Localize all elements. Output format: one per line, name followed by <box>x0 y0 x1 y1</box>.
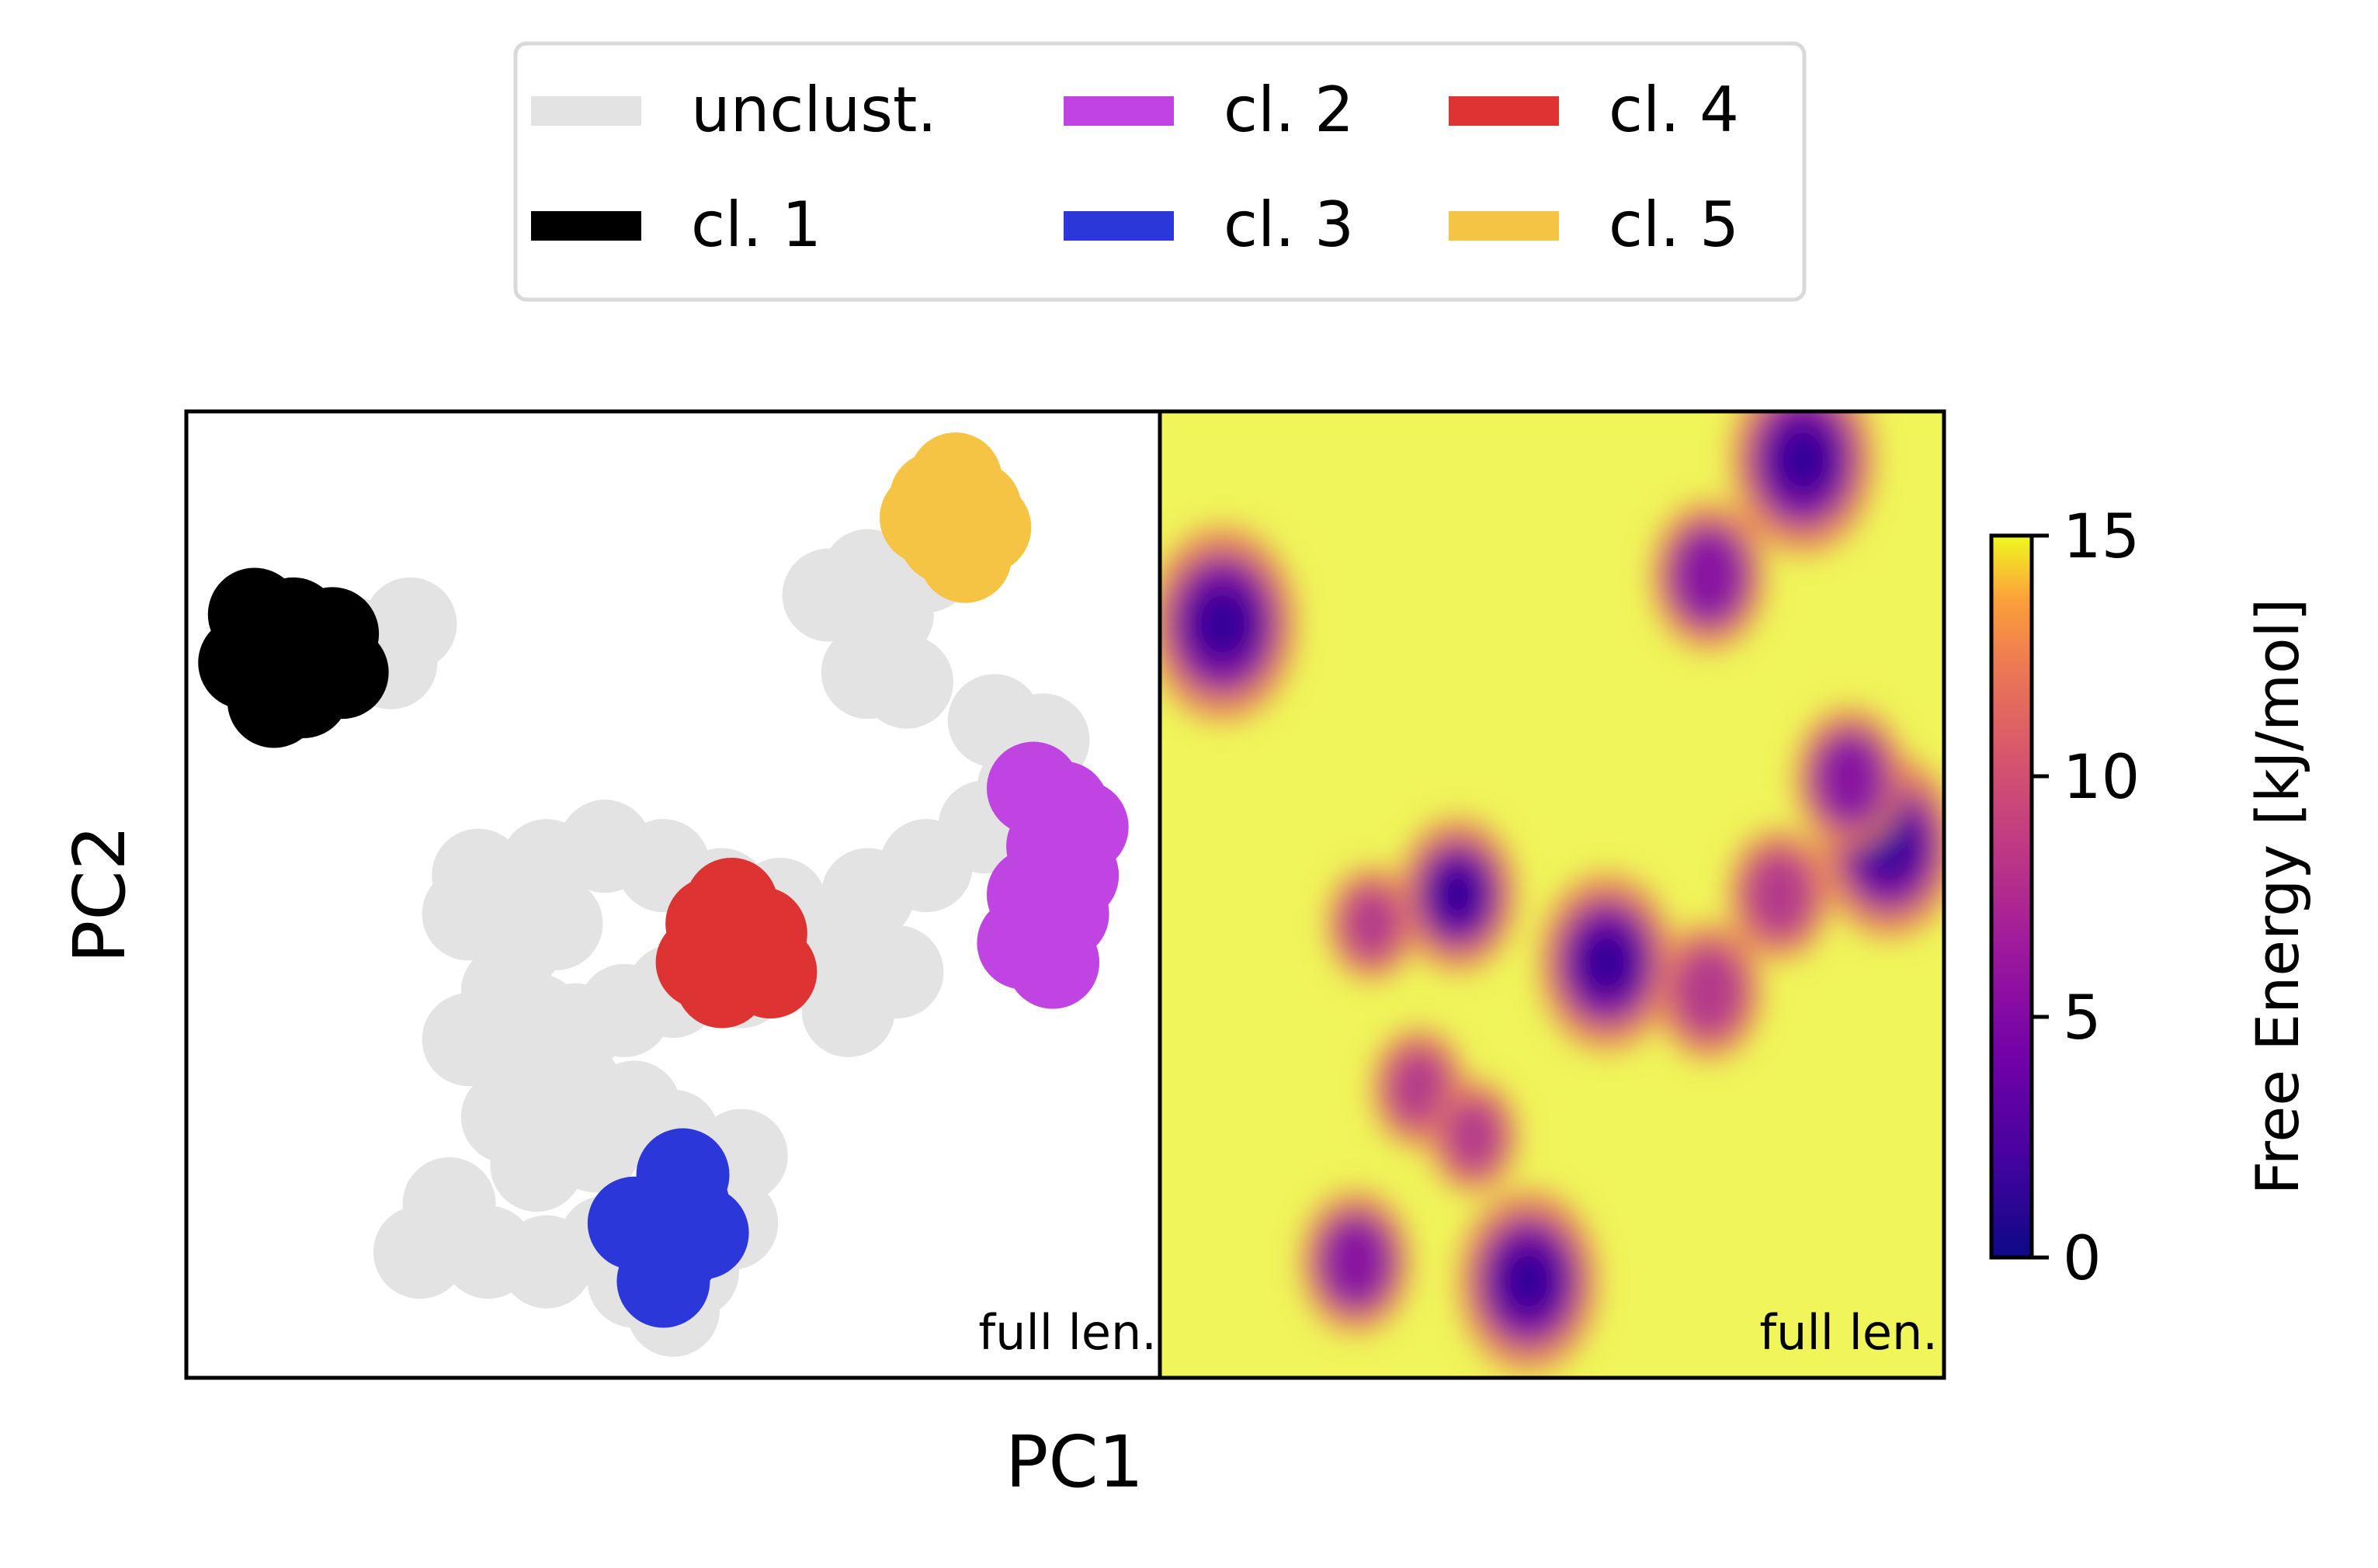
energy-well <box>1399 817 1517 972</box>
scatter-point <box>880 470 974 564</box>
free-energy-map-panel: full len. <box>1160 411 1944 1378</box>
scatter-point <box>207 567 301 661</box>
energy-well <box>1656 923 1762 1060</box>
legend-label: cl. 5 <box>1609 189 1739 261</box>
series-cl-3 <box>587 1128 749 1328</box>
colorbar: 0 5 10 15 Free Energy [kJ/mol] <box>1989 502 2312 1294</box>
legend-swatch <box>1064 96 1174 126</box>
scatter-point <box>636 1128 730 1222</box>
colorbar-tick-label: 10 <box>2063 743 2140 813</box>
legend-entry: unclust. <box>531 74 937 146</box>
scatter-point <box>724 925 818 1019</box>
free-energy-map-annotation: full len. <box>1759 1304 1938 1361</box>
scatter-point <box>509 876 603 970</box>
series-cl-4 <box>655 857 818 1029</box>
free-energy-map-frame <box>1158 409 1946 1380</box>
energy-well-mid <box>1387 1047 1451 1129</box>
colorbar-tick-label: 15 <box>2063 502 2140 572</box>
energy-well-core <box>1574 925 1639 1000</box>
energy-well <box>1731 411 1875 554</box>
colorbar-label: Free Energy [kJ/mol] <box>2243 598 2312 1195</box>
scatter-point <box>1035 780 1129 874</box>
energy-well-mid <box>1342 885 1402 963</box>
legend-entry: cl. 2 <box>1064 74 1354 146</box>
scatter-point <box>616 1234 710 1328</box>
series-cl-5 <box>880 432 1032 603</box>
energy-well <box>1652 501 1765 650</box>
energy-well-core <box>1495 1243 1562 1320</box>
legend-swatch <box>1449 211 1559 241</box>
series-cl-1 <box>198 567 389 748</box>
energy-well-core <box>1187 583 1258 664</box>
energy-well <box>1160 526 1297 721</box>
legend-swatch <box>1064 211 1174 241</box>
legend: unclust. cl. 1 cl. 2 cl. 3 cl. 4 cl. 5 <box>513 41 1807 302</box>
scatter-point <box>850 925 944 1019</box>
legend-label: cl. 1 <box>691 189 821 261</box>
scatter-point <box>373 1205 467 1299</box>
legend-entry: cl. 1 <box>531 189 821 261</box>
energy-well <box>1459 1190 1599 1372</box>
energy-well <box>1539 873 1675 1051</box>
legend-swatch <box>1449 96 1559 126</box>
legend-label: cl. 3 <box>1224 189 1354 261</box>
energy-well <box>1301 1191 1411 1333</box>
scatter-point <box>529 1041 623 1135</box>
y-axis-label: PC2 <box>58 825 141 963</box>
legend-swatch <box>531 211 641 241</box>
legend-entry: cl. 4 <box>1449 74 1739 146</box>
energy-well <box>1429 1080 1518 1193</box>
energy-well-mid <box>1443 1098 1504 1175</box>
energy-well-mid <box>1668 523 1749 628</box>
energy-well-mid <box>1672 944 1746 1039</box>
legend-swatch <box>531 96 641 126</box>
energy-well-core <box>1769 420 1837 499</box>
colorbar-tick-label: 0 <box>2063 1224 2102 1294</box>
scatter-point <box>490 973 584 1067</box>
legend-entry: cl. 5 <box>1449 189 1739 261</box>
colorbar-tick-label: 5 <box>2063 983 2102 1053</box>
cluster-map-panel: full len. <box>198 432 1157 1361</box>
energy-well-mid <box>1744 849 1815 940</box>
scatter-point <box>859 635 953 729</box>
energy-well-mid <box>1811 729 1889 828</box>
scatter-point <box>1006 915 1100 1009</box>
energy-well-core <box>1429 862 1487 927</box>
energy-well-mid <box>1317 1212 1395 1312</box>
colorbar-gradient <box>1989 533 2034 1260</box>
legend-entry: cl. 3 <box>1064 189 1354 261</box>
cluster-map-annotation: full len. <box>978 1304 1157 1361</box>
legend-label: cl. 2 <box>1224 74 1354 146</box>
energy-well <box>1795 707 1905 850</box>
legend-label: cl. 4 <box>1609 74 1739 146</box>
x-axis-label: PC1 <box>1005 1421 1144 1504</box>
series-cl-2 <box>977 741 1129 1009</box>
energy-well <box>1328 867 1416 980</box>
legend-label: unclust. <box>691 74 937 146</box>
scatter-point <box>363 577 457 671</box>
scatter-point <box>295 626 389 720</box>
energy-well <box>1729 829 1830 960</box>
